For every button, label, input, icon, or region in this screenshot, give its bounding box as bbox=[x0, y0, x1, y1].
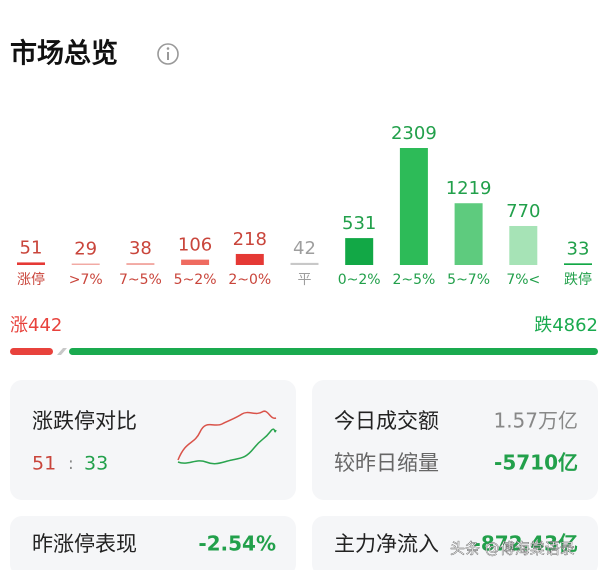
category-label: 2~5% bbox=[392, 272, 435, 288]
card-label: 主力净流入 bbox=[334, 532, 439, 556]
sparkline-up bbox=[177, 410, 277, 461]
card-label: 今日成交额 bbox=[334, 409, 439, 433]
value-label: 2309 bbox=[391, 123, 437, 144]
bar bbox=[181, 259, 210, 265]
value-label: 106 bbox=[178, 235, 212, 256]
bar bbox=[509, 225, 538, 265]
bar bbox=[454, 203, 483, 265]
card-value: 1.57万亿 bbox=[493, 409, 578, 433]
category-label: 5~2% bbox=[174, 272, 217, 288]
card-value: -5710亿 bbox=[494, 451, 578, 475]
bar bbox=[399, 148, 428, 265]
bar bbox=[564, 263, 592, 265]
value-label: 218 bbox=[233, 229, 267, 250]
category-label: 跌停 bbox=[564, 271, 592, 288]
up-bar bbox=[10, 348, 53, 355]
limit-down: 33 bbox=[84, 453, 108, 475]
divider bbox=[57, 348, 67, 355]
value-label: 1219 bbox=[446, 178, 492, 199]
separator: : bbox=[68, 454, 74, 474]
card-value: -872.43亿 bbox=[473, 532, 578, 556]
value-label: 531 bbox=[342, 213, 376, 234]
bar bbox=[126, 263, 155, 265]
value-label: 51 bbox=[20, 237, 43, 258]
bar bbox=[71, 263, 100, 265]
card-label: 昨涨停表现 bbox=[32, 532, 137, 556]
value-label: 33 bbox=[567, 238, 590, 259]
category-label: 5~7% bbox=[447, 272, 490, 288]
down-bar bbox=[69, 348, 598, 355]
card-value: -2.54% bbox=[198, 532, 276, 556]
card[interactable] bbox=[10, 380, 296, 500]
info-icon[interactable] bbox=[157, 43, 179, 65]
category-label: >7% bbox=[69, 272, 103, 288]
value-label: 42 bbox=[293, 238, 316, 259]
page-title: 市场总览 bbox=[10, 38, 118, 70]
bar bbox=[235, 253, 264, 265]
category-label: 7%< bbox=[506, 272, 540, 288]
sparkline-down bbox=[177, 428, 277, 465]
limit-up: 51 bbox=[32, 453, 56, 475]
category-label: 平 bbox=[298, 272, 312, 288]
value-label: 29 bbox=[74, 239, 97, 260]
category-label: 7~5% bbox=[119, 272, 162, 288]
watermark: 头条 @傅海棠语录 bbox=[450, 540, 575, 558]
card-title: 涨跌停对比 bbox=[32, 409, 137, 433]
card[interactable] bbox=[10, 516, 296, 570]
category-label: 2~0% bbox=[228, 272, 271, 288]
bar bbox=[345, 238, 374, 265]
bar bbox=[17, 262, 45, 265]
card[interactable] bbox=[312, 380, 598, 500]
up-count: 涨442 bbox=[10, 315, 62, 336]
category-label: 0~2% bbox=[338, 272, 381, 288]
card[interactable] bbox=[312, 516, 598, 570]
card-label: 较昨日缩量 bbox=[334, 451, 439, 475]
bar bbox=[290, 262, 319, 265]
down-count: 跌4862 bbox=[534, 315, 598, 336]
value-label: 38 bbox=[129, 238, 152, 259]
value-label: 770 bbox=[506, 201, 540, 222]
category-label: 涨停 bbox=[17, 271, 45, 288]
